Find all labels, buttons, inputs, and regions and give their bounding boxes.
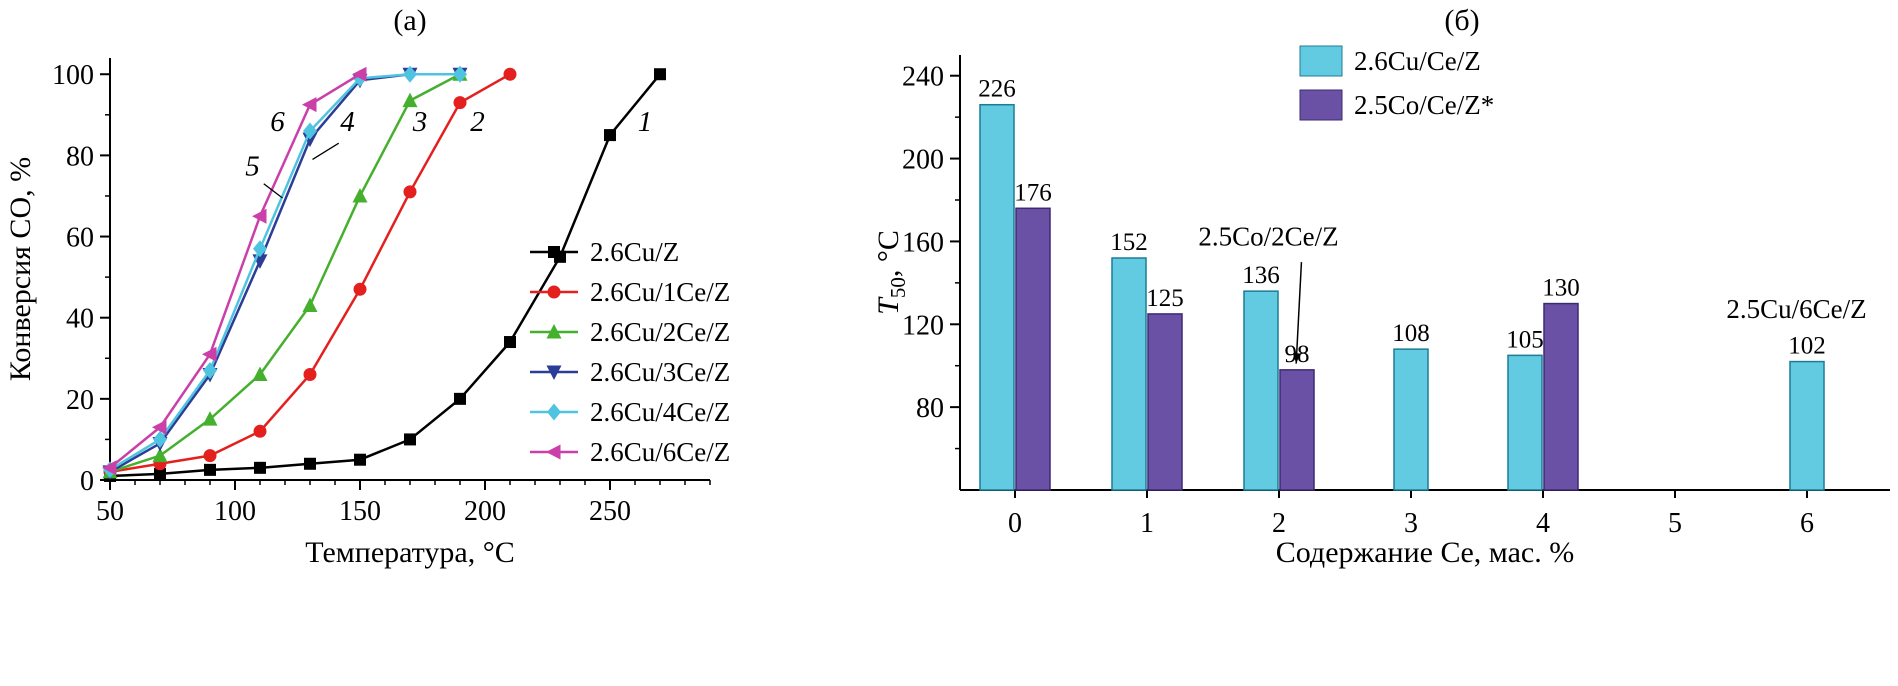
bar	[1279, 369, 1315, 491]
svg-text:200: 200	[902, 145, 944, 176]
svg-text:3: 3	[1404, 508, 1418, 539]
annotation-label: 2.5Co/2Ce/Z	[1198, 222, 1338, 252]
bar	[1543, 302, 1579, 491]
panel-a-title: (а)	[393, 4, 427, 37]
t50-bar-chart: 80 120 160 200 240 0 1 2 3 4 5 6 Содержание Ce, мас.…	[872, 45, 1890, 569]
bar	[979, 103, 1015, 491]
svg-text:20: 20	[66, 385, 94, 416]
svg-text:250: 250	[589, 496, 631, 527]
svg-text:0: 0	[80, 466, 94, 497]
panel-a: (а) 50 100 150 200 250 0 20 40 60 80 100 Температур…	[0, 0, 850, 686]
y-axis-label: T50, °C	[872, 230, 910, 315]
curve-number-label: 1	[638, 106, 653, 138]
svg-text:80: 80	[916, 393, 944, 424]
bar	[1243, 290, 1279, 491]
bar	[1393, 348, 1429, 491]
svg-text:160: 160	[902, 227, 944, 258]
panel-b-title: (б)	[1444, 4, 1480, 37]
svg-text:50: 50	[96, 496, 124, 527]
svg-text:2.6Cu/1Ce/Z: 2.6Cu/1Ce/Z	[590, 277, 730, 307]
svg-text:2.6Cu/Ce/Z: 2.6Cu/Ce/Z	[1354, 46, 1481, 76]
svg-text:100: 100	[52, 60, 94, 91]
svg-text:2: 2	[1272, 508, 1286, 539]
curve-number-label: 4	[340, 106, 355, 138]
svg-text:2.6Cu/4Ce/Z: 2.6Cu/4Ce/Z	[590, 397, 730, 427]
x-axis-label: Температура, °C	[305, 536, 514, 569]
bar	[1789, 360, 1825, 491]
curve-number-label: 3	[412, 106, 428, 138]
co-conversion-line-chart: 50 100 150 200 250 0 20 40 60 80 100 Температура, °…	[4, 58, 730, 569]
svg-text:2.5Co/Ce/Z*: 2.5Co/Ce/Z*	[1354, 90, 1494, 120]
svg-text:60: 60	[66, 223, 94, 254]
svg-text:80: 80	[66, 141, 94, 172]
bar	[1147, 313, 1183, 491]
bar	[1507, 354, 1543, 491]
svg-text:2.6Cu/Z: 2.6Cu/Z	[590, 237, 679, 267]
svg-text:2.6Cu/3Ce/Z: 2.6Cu/3Ce/Z	[590, 357, 730, 387]
svg-text:2.6Cu/2Ce/Z: 2.6Cu/2Ce/Z	[590, 317, 730, 347]
x-axis-label: Содержание Ce, мас. %	[1276, 536, 1574, 569]
bar-value-label: 176	[1014, 179, 1052, 206]
bar-value-label: 130	[1542, 275, 1580, 302]
svg-text:40: 40	[66, 304, 94, 335]
curve-number-label: 2	[470, 106, 485, 138]
bar-value-label: 102	[1788, 333, 1826, 360]
bar	[1015, 207, 1051, 491]
bar-value-label: 136	[1242, 262, 1280, 289]
bar-value-label: 152	[1110, 229, 1148, 256]
svg-text:120: 120	[902, 310, 944, 341]
svg-text:200: 200	[464, 496, 506, 527]
svg-text:240: 240	[902, 62, 944, 93]
svg-text:100: 100	[214, 496, 256, 527]
annotation-label: 2.5Cu/6Ce/Z	[1726, 294, 1866, 324]
curve-number-label: 5	[245, 151, 260, 183]
svg-text:150: 150	[339, 496, 381, 527]
panel-b: (б) 80 120 160 200 240 0 1 2 3 4 5 6 Содержание Ce, …	[850, 0, 1898, 686]
bar-value-label: 105	[1506, 326, 1544, 353]
bars: 22617615212513698108105130102	[978, 76, 1826, 491]
svg-text:5: 5	[1668, 508, 1682, 539]
series-lines	[102, 65, 666, 482]
legend: 2.6Cu/Ce/Z 2.5Co/Ce/Z*	[1299, 45, 1494, 121]
curve-number-label: 6	[270, 106, 285, 138]
svg-text:2.6Cu/6Ce/Z: 2.6Cu/6Ce/Z	[590, 437, 730, 467]
svg-text:4: 4	[1536, 508, 1550, 539]
bar	[1111, 257, 1147, 491]
axes	[100, 58, 711, 490]
bar-value-label: 125	[1146, 285, 1184, 312]
legend: 2.6Cu/Z 2.6Cu/1Ce/Z 2.6Cu/2Ce/Z 2.6Cu/3Ce/Z…	[530, 237, 730, 467]
svg-text:6: 6	[1800, 508, 1814, 539]
svg-text:1: 1	[1140, 508, 1154, 539]
svg-text:0: 0	[1008, 508, 1022, 539]
y-axis-label: Конверсия CO, %	[4, 157, 37, 381]
bar-value-label: 226	[978, 76, 1016, 103]
bar-value-label: 108	[1392, 320, 1430, 347]
